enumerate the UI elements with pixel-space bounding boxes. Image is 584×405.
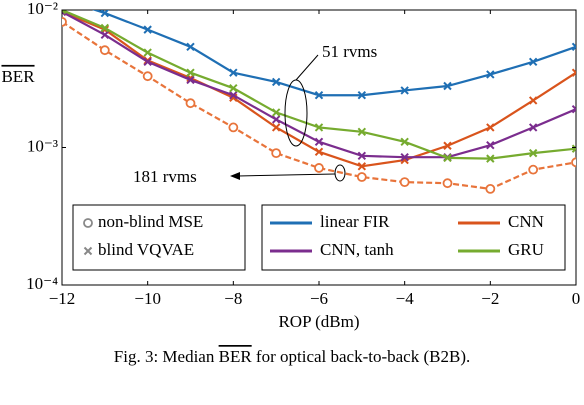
- annotation-ellipse: [284, 79, 308, 147]
- x-tick-label: −12: [49, 289, 76, 308]
- data-point: [186, 75, 195, 85]
- data-point: [62, 16, 67, 27]
- data-point: [571, 42, 576, 52]
- data-point: [485, 183, 496, 194]
- annotation: 181 rvms: [133, 167, 197, 186]
- annotation: 51 rvms: [322, 42, 377, 61]
- legend-label: linear FIR: [320, 212, 390, 231]
- legend-label: non-blind MSE: [98, 212, 203, 231]
- marker-legend: [72, 204, 246, 271]
- data-point: [143, 48, 152, 57]
- data-point: [442, 178, 453, 189]
- y-tick-label: 10⁻²: [27, 0, 58, 18]
- data-point: [356, 172, 367, 182]
- data-point: [100, 10, 110, 18]
- data-point: [443, 81, 452, 91]
- data-point: [528, 57, 538, 67]
- data-point: [314, 137, 324, 147]
- color-legend: [261, 204, 566, 271]
- y-axis-label: BER: [1, 67, 35, 86]
- annotation-arrowhead: [230, 172, 240, 180]
- x-tick-label: −4: [396, 289, 415, 308]
- series-line: [62, 10, 576, 159]
- annotation-arrow: [237, 173, 336, 177]
- data-point: [229, 91, 238, 100]
- data-point: [443, 153, 452, 163]
- data-point: [100, 30, 110, 40]
- data-point: [486, 70, 495, 79]
- data-point: [486, 140, 495, 150]
- x-tick-label: −10: [134, 289, 161, 308]
- data-point: [357, 127, 367, 137]
- series-line: [62, 10, 576, 160]
- data-point: [399, 177, 410, 188]
- x-tick-label: −8: [224, 289, 242, 308]
- data-point: [314, 147, 324, 157]
- data-point: [443, 141, 452, 150]
- data-point: [186, 68, 195, 77]
- data-point: [528, 148, 538, 158]
- data-point: [271, 148, 282, 159]
- data-point: [486, 154, 495, 163]
- y-tick-label: 10⁻³: [27, 136, 58, 155]
- data-point: [571, 144, 576, 153]
- caption-prefix: Fig. 3: Median: [114, 347, 219, 366]
- legend-marker: [83, 246, 93, 256]
- data-point: [185, 98, 196, 109]
- x-axis-label: ROP (dBm): [278, 312, 359, 331]
- data-point: [314, 163, 324, 173]
- data-point: [229, 68, 238, 77]
- data-point: [314, 123, 324, 132]
- legend-marker: [83, 218, 93, 228]
- data-point: [62, 10, 67, 17]
- data-point: [528, 96, 538, 105]
- data-point: [228, 122, 239, 133]
- data-point: [486, 123, 495, 132]
- data-point: [400, 137, 409, 147]
- data-point: [528, 164, 539, 175]
- data-point: [186, 42, 195, 52]
- y-tick-label: 10⁻⁴: [26, 274, 58, 293]
- data-point: [143, 25, 152, 34]
- data-point: [271, 108, 281, 117]
- data-point: [571, 157, 576, 168]
- annotation-ellipse: [334, 164, 346, 182]
- data-point: [571, 68, 576, 77]
- annotation-arrow: [295, 54, 319, 81]
- x-tick-label: −2: [481, 289, 499, 308]
- legend-label: GRU: [508, 240, 544, 259]
- x-tick-label: 0: [572, 289, 581, 308]
- data-point: [271, 115, 281, 124]
- data-point: [99, 45, 110, 56]
- legend-label: blind VQVAE: [98, 240, 194, 259]
- x-tick-label: −6: [310, 289, 328, 308]
- data-point: [59, 0, 66, 3]
- data-point: [100, 23, 110, 33]
- data-point: [357, 162, 367, 171]
- data-point: [357, 151, 367, 161]
- data-point: [142, 71, 153, 82]
- caption: Fig. 3: Median BER for optical back-to-b…: [114, 347, 470, 366]
- data-point: [400, 86, 409, 95]
- data-point: [271, 77, 281, 87]
- plot-area: [59, 0, 576, 194]
- data-point: [229, 83, 238, 93]
- data-point: [400, 152, 409, 162]
- data-point: [271, 123, 281, 132]
- legend-label: CNN, tanh: [320, 240, 394, 259]
- data-point: [62, 10, 67, 15]
- data-point: [314, 91, 324, 100]
- legend-label: CNN: [508, 212, 544, 231]
- caption-suffix: for optical back-to-back (B2B).: [252, 347, 471, 366]
- data-point: [357, 91, 367, 100]
- caption-ber: BER: [219, 347, 253, 366]
- legends: non-blind MSE blind VQVAE linear FIR CNN CNN…: [83, 212, 544, 259]
- data-point: [528, 123, 538, 132]
- data-point: [571, 104, 576, 114]
- data-point: [143, 57, 152, 67]
